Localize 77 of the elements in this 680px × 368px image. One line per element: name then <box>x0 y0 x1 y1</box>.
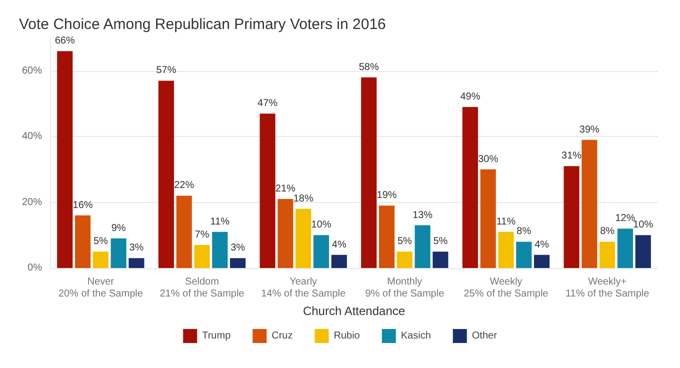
data-label: 8% <box>516 226 532 238</box>
data-label: 21% <box>275 184 296 194</box>
bar <box>260 114 276 268</box>
data-label: 49% <box>460 92 480 102</box>
bar <box>516 242 532 268</box>
bar <box>74 215 91 268</box>
y-tick-label: 40% <box>22 131 42 142</box>
bar <box>480 169 496 268</box>
legend-label: Other <box>472 330 498 342</box>
bar <box>57 51 73 268</box>
data-label: 16% <box>72 200 93 211</box>
x-axis-title: Church Attendance <box>302 304 406 318</box>
bar <box>462 107 478 268</box>
bar <box>635 235 651 268</box>
data-label: 11% <box>496 216 516 228</box>
bar <box>176 196 192 268</box>
data-label: 5% <box>397 236 412 248</box>
data-label: 7% <box>194 230 210 240</box>
data-label: 58% <box>358 62 379 73</box>
legend-label: Rubio <box>334 330 360 342</box>
data-label: 9% <box>111 222 126 234</box>
x-tick-label: Weekly 25% of the Sample <box>464 276 549 300</box>
data-label: 30% <box>478 154 498 165</box>
data-label: 22% <box>174 180 194 192</box>
y-tick-label: 0% <box>28 262 42 274</box>
bar <box>212 232 228 268</box>
bar <box>313 235 330 268</box>
y-tick-label: 60% <box>22 65 42 76</box>
legend-label: Cruz <box>272 330 293 342</box>
bar <box>230 258 246 268</box>
data-label: 4% <box>332 239 346 250</box>
bar <box>128 258 144 268</box>
x-tick-label: Never 20% of the Sample <box>58 276 144 300</box>
bar <box>582 140 598 268</box>
legend-label: Trump <box>202 330 232 342</box>
x-tick-label: Weekly+ 11% of the Sample <box>565 276 650 300</box>
bar <box>600 242 616 268</box>
data-label: 13% <box>412 210 433 221</box>
data-label: 11% <box>210 216 230 228</box>
bar <box>110 238 126 268</box>
data-label: 39% <box>579 124 600 136</box>
bar <box>396 252 412 268</box>
data-label: 10% <box>633 220 654 231</box>
x-tick-label: Seldom 21% of the Sample <box>160 276 245 300</box>
bar <box>534 254 550 268</box>
data-label: 10% <box>311 220 332 231</box>
data-label: 5% <box>93 236 108 248</box>
data-label: 31% <box>562 150 582 162</box>
data-label: 3% <box>230 242 246 254</box>
data-label: 12% <box>615 213 636 224</box>
data-label: 66% <box>54 36 75 47</box>
chart-title: Vote Choice Among Republican Primary Voters in 2016 <box>19 16 386 33</box>
bar <box>617 228 634 268</box>
data-label: 19% <box>376 190 397 202</box>
legend-label: Kasich <box>400 330 431 342</box>
bar <box>296 208 312 268</box>
bar <box>331 254 347 268</box>
data-label: 5% <box>433 236 448 248</box>
data-label: 57% <box>156 65 176 76</box>
data-label: 18% <box>293 193 314 204</box>
bar <box>361 77 377 268</box>
bar <box>432 252 448 268</box>
bar <box>194 245 210 268</box>
bar <box>498 232 514 268</box>
data-label: 47% <box>258 98 278 110</box>
data-label: 4% <box>534 239 550 250</box>
y-tick-label: 20% <box>22 196 42 208</box>
data-label: 3% <box>129 242 144 254</box>
x-tick-label: Monthly 9% of the Sample <box>365 276 445 300</box>
bar <box>378 206 395 268</box>
x-tick-label: Yearly 14% of the Sample <box>261 276 346 300</box>
bar <box>278 199 294 268</box>
bar <box>158 80 174 268</box>
bar <box>414 225 430 268</box>
data-label: 8% <box>600 226 615 238</box>
bar <box>564 166 580 268</box>
bar <box>92 252 108 268</box>
